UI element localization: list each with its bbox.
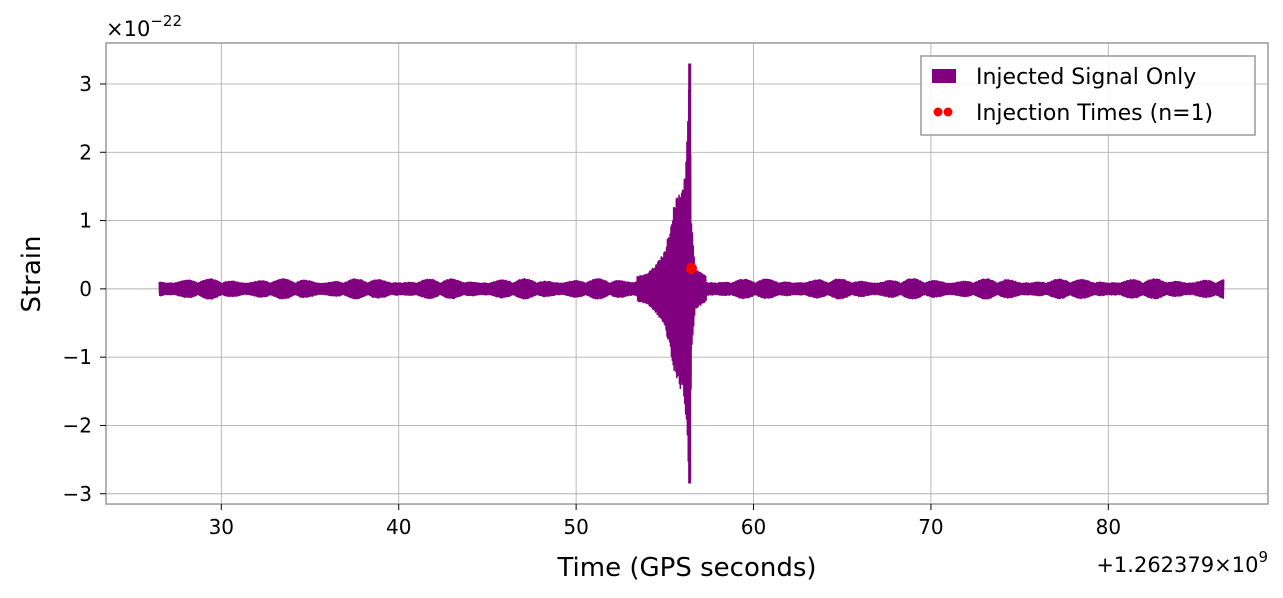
plot-frame <box>105 42 1269 505</box>
x-tick-label-4: 70 <box>918 515 943 539</box>
legend-marker-injection-times-2 <box>943 107 953 117</box>
legend: Injected Signal Only Injection Times (n=… <box>920 55 1256 136</box>
y-tick-label-2: −1 <box>63 345 92 369</box>
y-tick-label-1: −2 <box>63 413 92 437</box>
legend-swatch-injected-signal <box>932 69 956 83</box>
legend-label-injection-times: Injection Times (n=1) <box>976 101 1213 126</box>
x-offset-label: +1.262379×109 <box>1096 548 1268 577</box>
x-axis-label: Time (GPS seconds) <box>556 553 816 583</box>
y-scale-label: ×10−22 <box>106 12 182 41</box>
x-tick-label-1: 40 <box>386 515 411 539</box>
x-tick-label-3: 60 <box>741 515 766 539</box>
y-axis-label: Strain <box>17 235 47 312</box>
y-tick-label-3: 0 <box>79 277 92 301</box>
y-tick-label-4: 1 <box>79 209 92 233</box>
y-tick-label-0: −3 <box>63 482 92 506</box>
legend-label-injected-signal: Injected Signal Only <box>976 65 1196 90</box>
legend-marker-injection-times-1 <box>933 107 943 117</box>
legend-box <box>920 55 1256 136</box>
ticks: 30 40 50 60 70 80 −3 −2 −1 0 1 2 3 <box>63 72 1122 539</box>
x-tick-label-0: 30 <box>209 515 234 539</box>
injected-signal-trace <box>158 72 1225 478</box>
y-tick-label-5: 2 <box>79 140 92 164</box>
x-tick-label-2: 50 <box>563 515 588 539</box>
series-layer <box>158 63 1225 484</box>
x-tick-label-5: 80 <box>1096 515 1121 539</box>
y-tick-label-6: 3 <box>79 72 92 96</box>
injection-time-point-0 <box>685 262 697 274</box>
